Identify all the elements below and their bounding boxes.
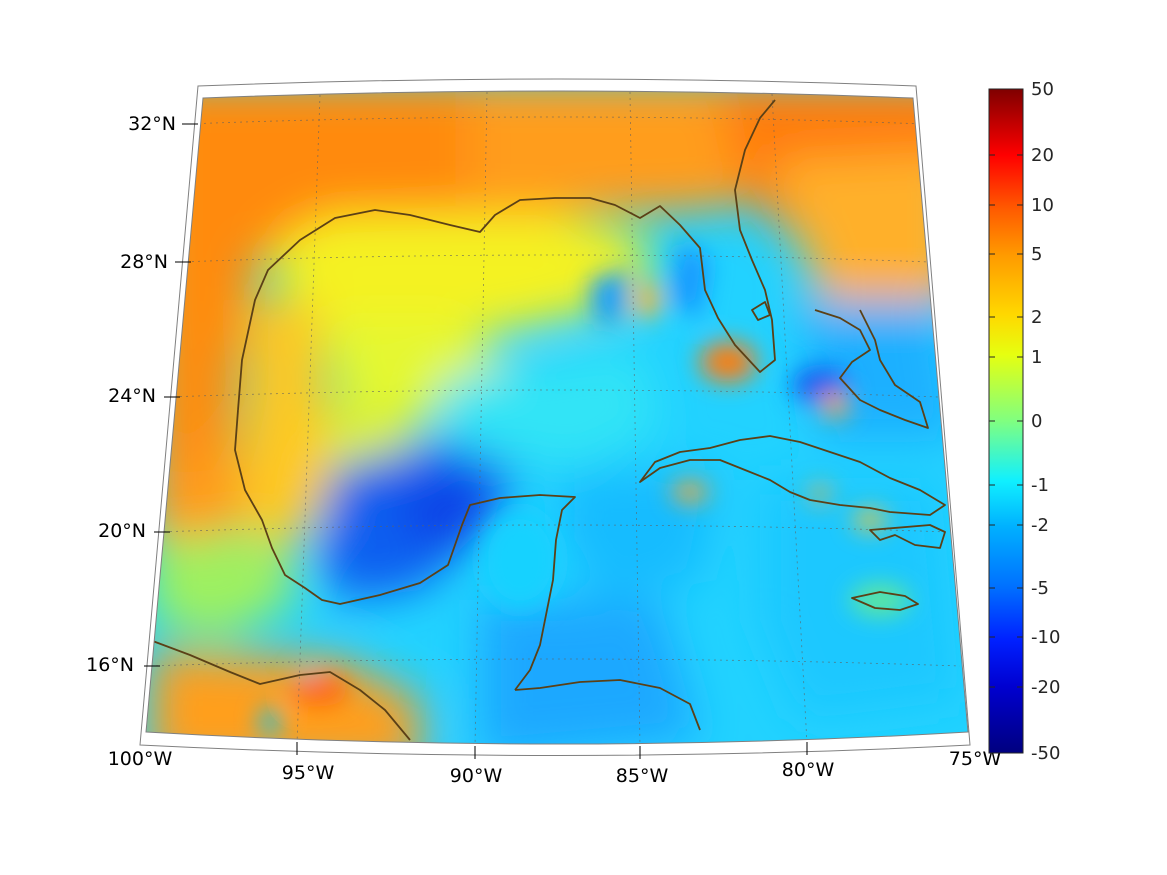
graticule [149, 91, 961, 744]
tick-marks [144, 123, 808, 759]
jamaica-coast-line [851, 591, 919, 611]
lon-label-90w: 90°W [450, 765, 503, 787]
colorbar-tick-label: -1 [1031, 475, 1049, 496]
lat-label-20: 20°N [98, 520, 146, 542]
data-field [146, 91, 968, 744]
lon-label-95w: 95°W [282, 762, 335, 784]
mexico-coast-line [234, 409, 576, 691]
coastlines [149, 99, 946, 741]
lon-label-80w: 80°W [782, 759, 835, 781]
central-america-coast-line [149, 639, 411, 741]
colorbar-tick-label: 5 [1031, 244, 1042, 265]
bahamas-coast-line [814, 309, 929, 429]
hispaniola-coast-line [869, 524, 946, 549]
map-frame [139, 78, 971, 756]
colorbar-tick-label: 1 [1031, 347, 1042, 368]
colorbar-tick-label: -20 [1031, 677, 1060, 698]
colorbar-tick-label: 0 [1031, 411, 1042, 432]
gulf-coast-line [237, 99, 776, 411]
colorbar-tick-label: -10 [1031, 627, 1060, 648]
lon-label-75w: 75°W [949, 748, 1002, 770]
colorbar-tick-label: 20 [1031, 145, 1054, 166]
colorbar-tick-label: 10 [1031, 195, 1054, 216]
honduras-coast-line [514, 679, 701, 731]
colorbar-tick-label: -2 [1031, 515, 1049, 536]
longitude-labels: 100°W 95°W 90°W 85°W 80°W 75°W [108, 748, 1002, 787]
lat-label-24: 24°N [108, 385, 156, 407]
lon-label-100w: 100°W [108, 748, 173, 770]
colorbar-tick-label: 50 [1031, 79, 1054, 100]
lon-label-85w: 85°W [616, 765, 669, 787]
colorbar-tick-label: -5 [1031, 578, 1049, 599]
lat-label-28: 28°N [120, 251, 168, 273]
lat-label-16: 16°N [86, 654, 134, 676]
latitude-labels: 32°N 28°N 24°N 20°N 16°N [86, 113, 176, 676]
lat-label-32: 32°N [128, 113, 176, 135]
colorbar-tick-label: 2 [1031, 307, 1042, 328]
lake-okeechobee [751, 301, 771, 321]
colorbar-tick-label: -50 [1031, 743, 1060, 764]
cuba-coast-line [639, 435, 946, 516]
